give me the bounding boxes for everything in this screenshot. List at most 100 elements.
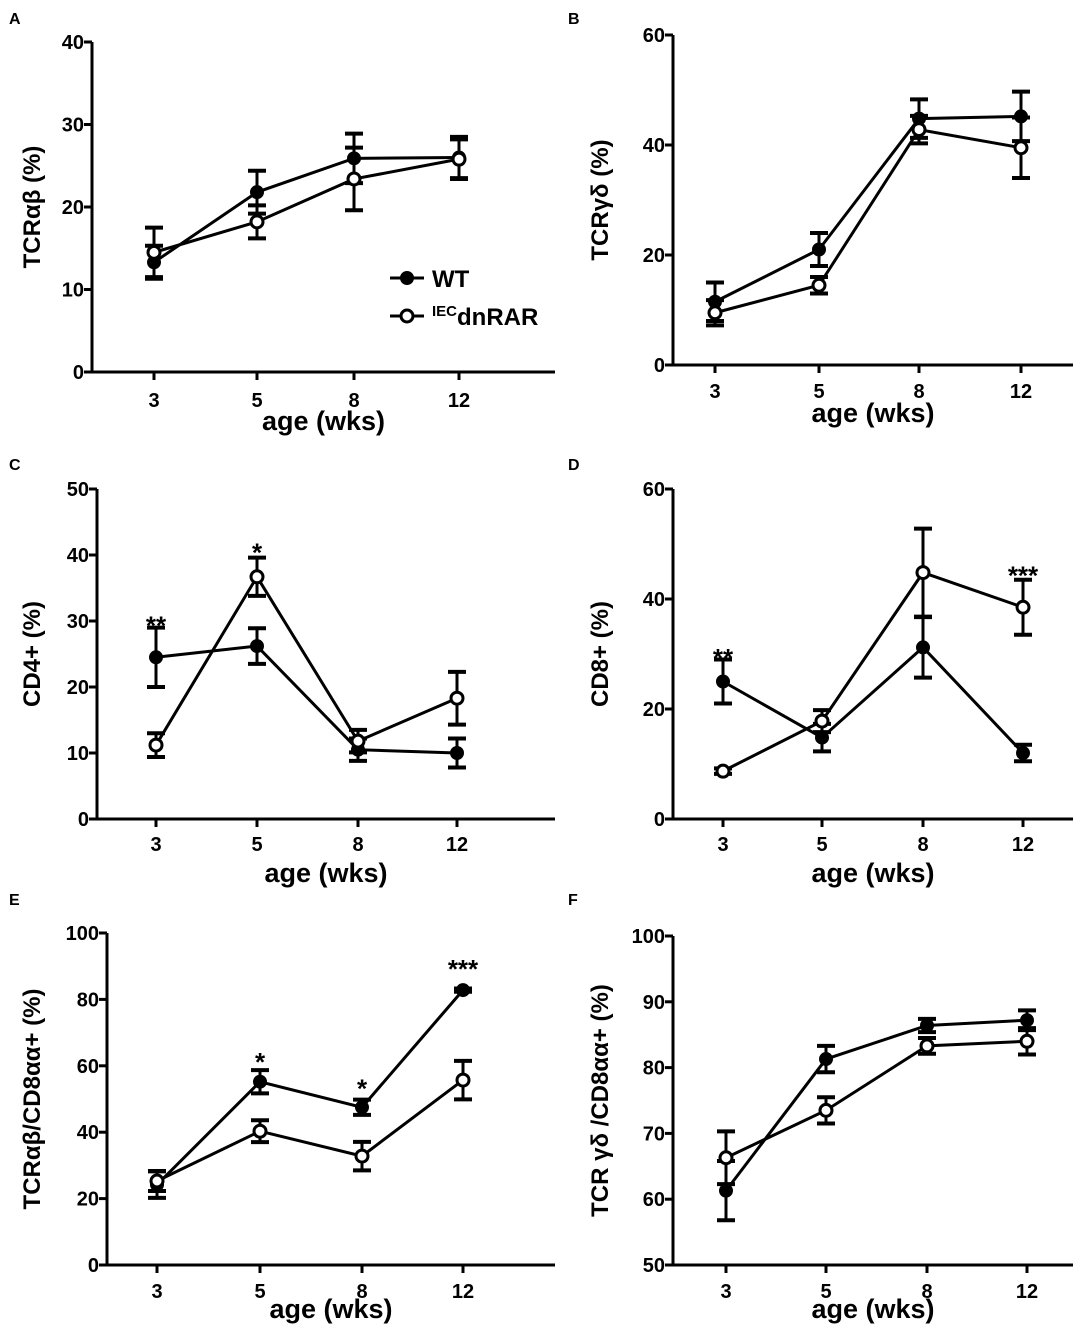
y-tick-label: 60: [643, 25, 665, 47]
legend-mut-marker: [399, 308, 415, 324]
y-tick-label: 60: [77, 1056, 99, 1078]
wt-data-point: [450, 746, 464, 760]
significance-marker: **: [713, 643, 734, 673]
panel-label-c: C: [9, 457, 21, 474]
mut-data-point: [818, 1102, 834, 1118]
mut-data-point: [715, 763, 731, 779]
y-tick-label: 0: [654, 809, 665, 831]
x-tick-label: 3: [709, 381, 720, 403]
legend-mut-sup: IEC: [432, 303, 457, 320]
x-tick-label: 3: [717, 834, 728, 856]
x-tick-label: 3: [148, 390, 159, 412]
y-tick-label: 20: [77, 1189, 99, 1211]
x-tick-label: 12: [448, 390, 470, 412]
y-tick-label: 60: [643, 1189, 665, 1211]
mut-data-point: [919, 1038, 935, 1054]
y-tick-label: 10: [67, 743, 89, 765]
x-tick-label: 5: [820, 1281, 831, 1303]
x-tick-label: 8: [921, 1281, 932, 1303]
x-tick-label: 12: [1012, 834, 1034, 856]
x-tick-label: 5: [813, 381, 824, 403]
mut-series-line: [154, 573, 458, 746]
mut-data-point: [718, 1150, 734, 1166]
y-axis-title: CD8+ (%): [587, 601, 614, 707]
mut-data-point: [249, 214, 265, 230]
wt-data-point: [456, 983, 470, 998]
legend-wt-marker: [400, 271, 414, 285]
wt-data-point: [253, 1074, 267, 1089]
x-axis-title: age (wks): [269, 1294, 392, 1324]
y-tick-label: 70: [643, 1123, 665, 1145]
x-axis-title: age (wks): [811, 398, 934, 428]
mut-data-point: [148, 737, 164, 753]
y-axis-title: TCRαβ (%): [19, 146, 46, 269]
x-tick-label: 12: [1016, 1281, 1038, 1303]
mut-data-point: [451, 151, 467, 167]
panel-label-d: D: [568, 457, 580, 474]
wt-data-point: [812, 242, 826, 257]
wt-data-point: [149, 650, 163, 665]
y-tick-label: 20: [62, 197, 84, 219]
chart-panel-b: 0 20 40 60 3 5 8 12 age (wks) TCRγδ (%): [587, 25, 1073, 428]
mut-data-point: [449, 690, 465, 706]
y-tick-label: 20: [643, 245, 665, 267]
y-tick-label: 0: [654, 355, 665, 377]
wt-data-point: [1020, 1013, 1034, 1028]
significance-marker: ***: [448, 954, 479, 984]
wt-data-point: [719, 1183, 733, 1198]
x-axis-title: age (wks): [262, 406, 385, 436]
mut-data-point: [814, 713, 830, 729]
y-tick-label: 90: [643, 992, 665, 1014]
wt-data-point: [355, 1100, 369, 1115]
x-tick-label: 8: [913, 381, 924, 403]
y-axis-title: TCRγδ (%): [587, 139, 614, 260]
y-tick-label: 40: [62, 32, 84, 54]
panel-label-a: A: [9, 11, 21, 28]
y-tick-label: 0: [73, 362, 84, 384]
x-tick-label: 3: [150, 834, 161, 856]
wt-data-point: [916, 640, 930, 655]
y-tick-label: 60: [643, 479, 665, 501]
wt-data-point: [1016, 746, 1030, 760]
mut-series-line: [156, 1078, 464, 1183]
x-tick-label: 8: [917, 834, 928, 856]
mut-data-point: [911, 122, 927, 138]
y-axis-title: CD4+ (%): [19, 601, 46, 707]
wt-series-line: [722, 645, 1025, 755]
y-tick-label: 20: [643, 699, 665, 721]
wt-series-line: [714, 114, 1022, 304]
y-tick-label: 0: [78, 809, 89, 831]
wt-data-point: [716, 674, 730, 689]
wt-data-point: [250, 185, 264, 200]
y-tick-label: 100: [632, 926, 665, 948]
mut-data-point: [249, 569, 265, 585]
x-tick-label: 3: [720, 1281, 731, 1303]
y-axis-title: TCR γδ /CD8αα+ (%): [587, 984, 614, 1217]
y-tick-label: 50: [67, 479, 89, 501]
y-axis-title: TCRαβ/CD8αα+ (%): [19, 989, 46, 1210]
x-tick-label: 8: [356, 1281, 367, 1303]
y-tick-label: 30: [67, 611, 89, 633]
x-tick-label: 12: [446, 834, 468, 856]
mut-series-line: [725, 1039, 1028, 1160]
mut-data-point: [252, 1123, 268, 1139]
legend: WT IECdnRAR: [390, 266, 538, 331]
y-tick-label: 80: [643, 1058, 665, 1080]
mut-data-point: [146, 244, 162, 260]
mut-data-point: [1019, 1033, 1035, 1049]
y-tick-label: 50: [643, 1255, 665, 1277]
chart-panel-f: 50 60 70 80 90 100 3 5 8 12 age (wks) TCR γδ /CD8αα…: [587, 926, 1073, 1324]
x-tick-label: 5: [251, 834, 262, 856]
mut-data-point: [1013, 140, 1029, 156]
legend-wt-label: WT: [432, 266, 470, 293]
wt-series-line: [153, 156, 460, 264]
y-tick-label: 40: [643, 135, 665, 157]
panel-label-f: F: [568, 892, 578, 909]
panel-label-e: E: [9, 892, 20, 909]
y-tick-label: 10: [62, 280, 84, 302]
y-tick-label: 80: [77, 989, 99, 1011]
mut-data-point: [149, 1173, 165, 1189]
x-tick-label: 12: [452, 1281, 474, 1303]
